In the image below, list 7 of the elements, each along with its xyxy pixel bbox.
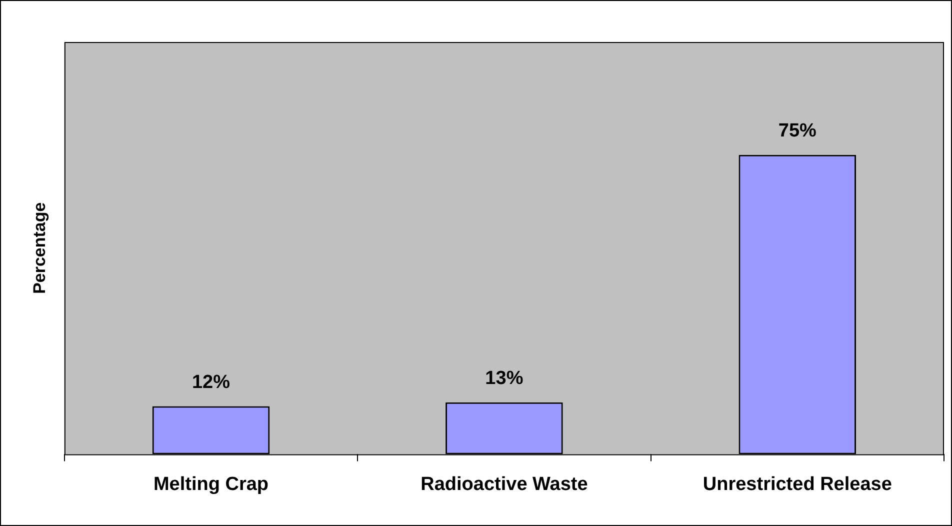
- x-tick-label: Unrestricted Release: [702, 474, 892, 495]
- data-label: 13%: [485, 368, 524, 390]
- data-label: 75%: [778, 120, 817, 142]
- y-axis-title: Percentage: [30, 202, 49, 294]
- data-label: 12%: [192, 372, 230, 394]
- x-tick-label: Melting Crap: [153, 474, 269, 495]
- x-tick-label: Radioactive Waste: [420, 474, 588, 495]
